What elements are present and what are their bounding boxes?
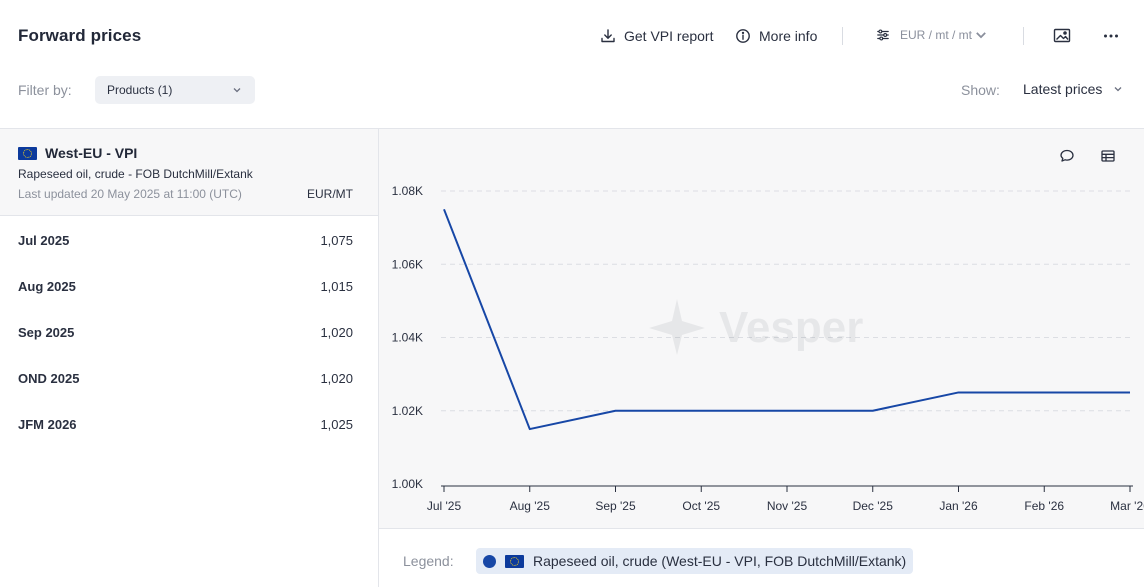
legend-item[interactable]: Rapeseed oil, crude (West-EU - VPI, FOB … (476, 548, 914, 574)
download-icon (601, 29, 615, 43)
watermark: Vesper (649, 299, 863, 355)
series-line (443, 208, 1130, 431)
price-period: Jul 2025 (18, 232, 70, 248)
image-export-button[interactable] (1052, 26, 1072, 46)
price-row[interactable]: OND 2025 1,020 (0, 355, 378, 401)
series-marker (483, 554, 496, 568)
units-selector[interactable]: EUR / mt / mt (876, 28, 988, 42)
price-value: 1,075 (320, 232, 353, 248)
x-tick-label: Jan '26 (939, 499, 978, 513)
index-name: West-EU - VPI (45, 145, 138, 161)
index-header: West-EU - VPI Rapeseed oil, crude - FOB … (0, 129, 378, 216)
price-row[interactable]: Jul 2025 1,075 (0, 217, 378, 263)
show-value: Latest prices (1023, 81, 1103, 97)
top-bar: Forward prices Get VPI report More info … (0, 0, 1144, 104)
price-value: 1,020 (320, 324, 353, 340)
sliders-icon (877, 29, 889, 41)
x-tick-label: Nov '25 (767, 499, 808, 513)
toolbar-divider (1023, 27, 1024, 45)
products-filter-value: Products (1) (107, 83, 173, 97)
chart-panel: Vesper 1.00K 1.02K 1.04K 1.06K 1.08K Jul '25 A… (379, 129, 1144, 528)
price-period: Sep 2025 (18, 324, 75, 340)
price-row[interactable]: JFM 2026 1,025 (0, 401, 378, 447)
eu-flag-icon (18, 146, 37, 160)
products-filter-dropdown[interactable]: Products (1) (95, 76, 255, 104)
x-tick-label: Sep '25 (595, 499, 636, 513)
get-vpi-report-label: Get VPI report (624, 28, 714, 44)
legend-label: Legend: (403, 553, 454, 569)
image-icon (1053, 28, 1071, 43)
toolbar-divider (842, 27, 843, 45)
filter-label: Filter by: (18, 82, 72, 98)
x-tick-label: Oct '25 (682, 499, 720, 513)
comment-button[interactable] (1058, 147, 1076, 165)
price-value: 1,020 (320, 370, 353, 386)
price-period: OND 2025 (18, 370, 80, 386)
last-updated: Last updated 20 May 2025 at 11:00 (UTC) (18, 187, 242, 201)
index-description: Rapeseed oil, crude - FOB DutchMill/Exta… (18, 167, 253, 181)
chevron-down-icon (233, 88, 241, 93)
y-tick-label: 1.08K (392, 184, 423, 198)
price-list-panel: West-EU - VPI Rapeseed oil, crude - FOB … (0, 129, 379, 587)
info-icon (736, 29, 750, 43)
comment-icon (1060, 149, 1074, 162)
index-unit: EUR/MT (307, 187, 353, 201)
eu-flag-icon (505, 554, 524, 568)
price-period: Aug 2025 (18, 278, 76, 294)
x-tick-label: Feb '26 (1024, 499, 1064, 513)
price-row[interactable]: Aug 2025 1,015 (0, 263, 378, 309)
x-tick-label: Dec '25 (853, 499, 894, 513)
table-icon (1101, 150, 1115, 162)
more-horizontal-icon (1104, 34, 1118, 38)
x-tick-label: Aug '25 (510, 499, 551, 513)
legend-item-label: Rapeseed oil, crude (West-EU - VPI, FOB … (533, 553, 907, 569)
price-period: JFM 2026 (18, 416, 77, 432)
get-vpi-report-button[interactable]: Get VPI report (600, 28, 713, 44)
y-tick-label: 1.04K (392, 331, 423, 345)
more-info-button[interactable]: More info (735, 28, 817, 44)
chevron-down-icon (976, 32, 986, 39)
watermark-text: Vesper (719, 303, 863, 352)
show-dropdown[interactable]: Latest prices (1023, 81, 1124, 97)
show-label: Show: (961, 82, 1000, 98)
units-value: EUR / mt / mt (900, 28, 972, 42)
y-tick-label: 1.00K (392, 477, 423, 491)
legend-bar: Legend: Rapeseed oil, crude (West-EU - V… (379, 528, 1144, 587)
x-tick-label: Mar '26 (1110, 499, 1144, 513)
x-tick-label: Jul '25 (427, 499, 462, 513)
chevron-down-icon (1114, 87, 1122, 92)
price-row[interactable]: Sep 2025 1,020 (0, 309, 378, 355)
price-value: 1,015 (320, 278, 353, 294)
content-area: West-EU - VPI Rapeseed oil, crude - FOB … (0, 128, 1144, 587)
page-title: Forward prices (18, 26, 142, 45)
more-options-button[interactable] (1101, 26, 1121, 46)
more-info-label: More info (759, 28, 818, 44)
forward-price-chart: Vesper 1.00K 1.02K 1.04K 1.06K 1.08K Jul '25 A… (392, 184, 1144, 513)
y-tick-label: 1.02K (392, 404, 423, 418)
price-value: 1,025 (320, 416, 353, 432)
table-view-button[interactable] (1099, 147, 1117, 165)
y-tick-label: 1.06K (392, 257, 423, 271)
